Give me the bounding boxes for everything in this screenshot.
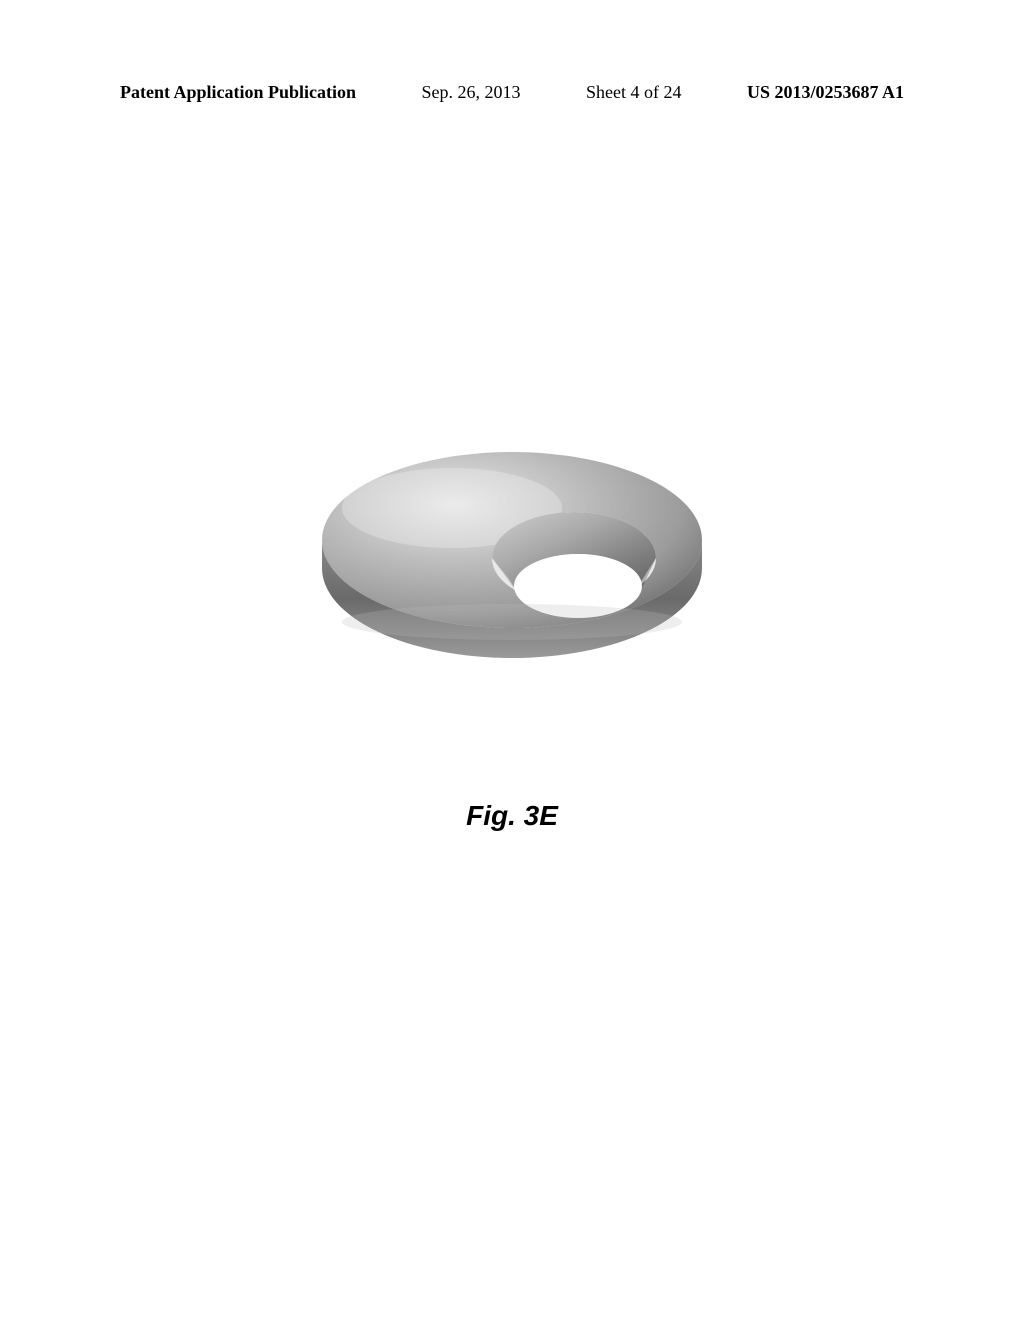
sheet-number: Sheet 4 of 24 xyxy=(586,82,681,103)
figure-caption: Fig. 3E xyxy=(0,800,1024,832)
ring-undershadow xyxy=(342,604,682,640)
publication-date: Sep. 26, 2013 xyxy=(422,82,521,103)
publication-type: Patent Application Publication xyxy=(120,82,356,103)
ring-component-icon xyxy=(302,420,722,680)
figure-drawing xyxy=(0,420,1024,680)
page-header: Patent Application Publication Sep. 26, … xyxy=(120,82,904,103)
document-number: US 2013/0253687 A1 xyxy=(747,82,904,103)
